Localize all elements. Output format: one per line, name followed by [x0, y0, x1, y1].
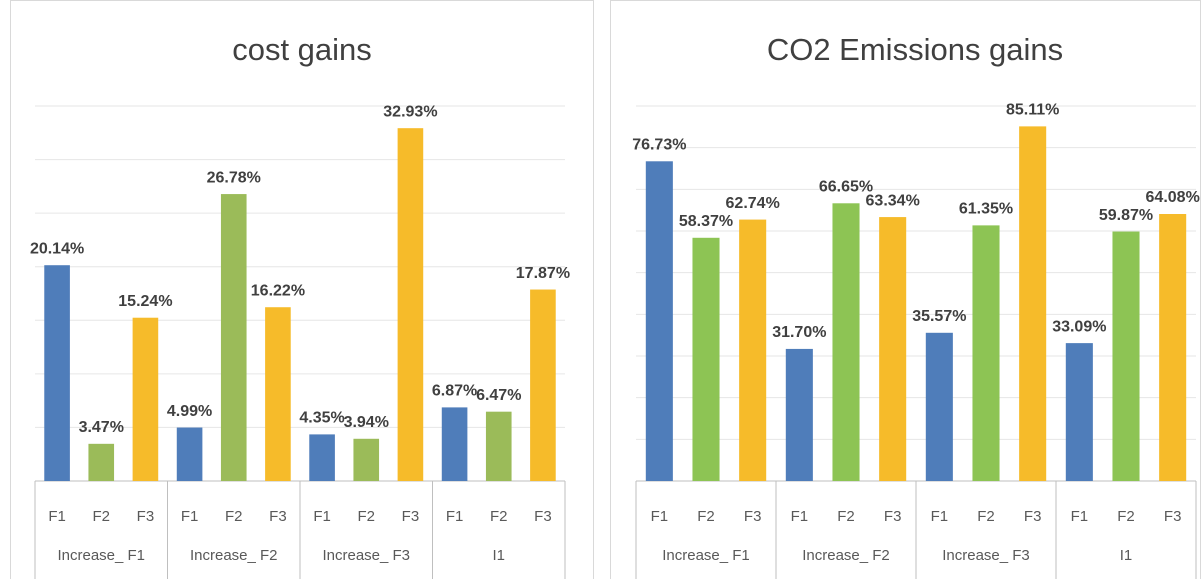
chart-title: cost gains	[232, 32, 372, 67]
group-label: Increase_ F1	[57, 547, 145, 564]
group-label: Increase_ F2	[802, 547, 890, 564]
bar	[785, 348, 813, 481]
bar	[353, 438, 380, 481]
x-tick-label: F2	[1117, 508, 1135, 525]
x-tick-label: F2	[490, 508, 508, 525]
data-label: 66.65%	[819, 179, 873, 196]
data-label: 85.11%	[1006, 102, 1059, 119]
data-label: 4.35%	[299, 410, 344, 427]
x-tick-label: F2	[92, 508, 110, 525]
data-label: 31.70%	[772, 324, 826, 341]
group-label: I1	[492, 547, 505, 564]
group-label: Increase_ F3	[942, 547, 1030, 564]
x-tick-label: F2	[697, 508, 715, 525]
bar	[176, 427, 203, 481]
data-label: 59.87%	[1099, 207, 1153, 224]
chart-title: CO2 Emissions gains	[767, 32, 1063, 67]
x-tick-label: F2	[977, 508, 995, 525]
bar	[485, 411, 512, 481]
group-label: Increase_ F1	[662, 547, 750, 564]
data-label: 3.47%	[79, 419, 124, 436]
x-tick-label: F1	[181, 508, 199, 525]
bar	[309, 434, 335, 481]
chart-frame	[610, 0, 1201, 579]
bar	[88, 443, 115, 481]
bar	[441, 407, 468, 481]
chart-frame	[10, 0, 594, 579]
x-tick-label: F3	[269, 508, 287, 525]
data-label: 3.94%	[344, 414, 389, 431]
data-label: 15.24%	[118, 293, 172, 310]
bar	[44, 265, 70, 481]
data-label: 33.09%	[1052, 318, 1106, 335]
bar	[220, 194, 247, 482]
x-tick-label: F3	[137, 508, 155, 525]
bar	[645, 161, 673, 481]
x-tick-label: F3	[744, 508, 762, 525]
bar	[879, 217, 907, 482]
data-label: 20.14%	[30, 240, 84, 257]
bar	[972, 225, 1000, 481]
x-tick-label: F1	[313, 508, 331, 525]
data-label: 6.87%	[432, 383, 477, 400]
group-label: Increase_ F2	[190, 547, 278, 564]
x-tick-label: F3	[1024, 508, 1042, 525]
x-tick-label: F2	[357, 508, 375, 525]
data-label: 76.73%	[632, 137, 686, 154]
data-label: 58.37%	[679, 213, 733, 230]
bar	[132, 317, 159, 481]
x-tick-label: F3	[402, 508, 420, 525]
data-label: 16.22%	[251, 282, 305, 299]
bar	[832, 203, 860, 481]
data-label: 17.87%	[516, 265, 570, 282]
group-label: I1	[1120, 547, 1133, 564]
bar	[1112, 231, 1140, 481]
data-label: 35.57%	[912, 308, 966, 325]
data-label: 6.47%	[476, 387, 521, 404]
bar	[397, 128, 424, 481]
x-tick-label: F2	[225, 508, 243, 525]
x-tick-label: F1	[791, 508, 809, 525]
x-tick-label: F1	[651, 508, 669, 525]
data-label: 63.34%	[866, 192, 920, 209]
data-label: 32.93%	[383, 103, 437, 120]
data-label: 64.08%	[1146, 189, 1200, 206]
x-tick-label: F2	[837, 508, 855, 525]
x-tick-label: F1	[931, 508, 949, 525]
bar	[265, 307, 291, 481]
data-label: 4.99%	[167, 403, 212, 420]
bar	[1159, 214, 1187, 481]
x-tick-label: F1	[446, 508, 464, 525]
data-label: 61.35%	[959, 201, 1013, 218]
group-label: Increase_ F3	[322, 547, 410, 564]
x-tick-label: F1	[48, 508, 66, 525]
data-label: 62.74%	[726, 195, 780, 212]
bar	[1019, 126, 1047, 481]
x-tick-label: F3	[884, 508, 902, 525]
x-tick-label: F3	[1164, 508, 1182, 525]
bar	[692, 237, 720, 481]
bar	[1065, 343, 1093, 481]
data-label: 26.78%	[207, 169, 261, 186]
bar	[530, 289, 556, 481]
bar	[739, 219, 767, 482]
x-tick-label: F1	[1071, 508, 1089, 525]
bar	[925, 332, 953, 481]
x-tick-label: F3	[534, 508, 552, 525]
